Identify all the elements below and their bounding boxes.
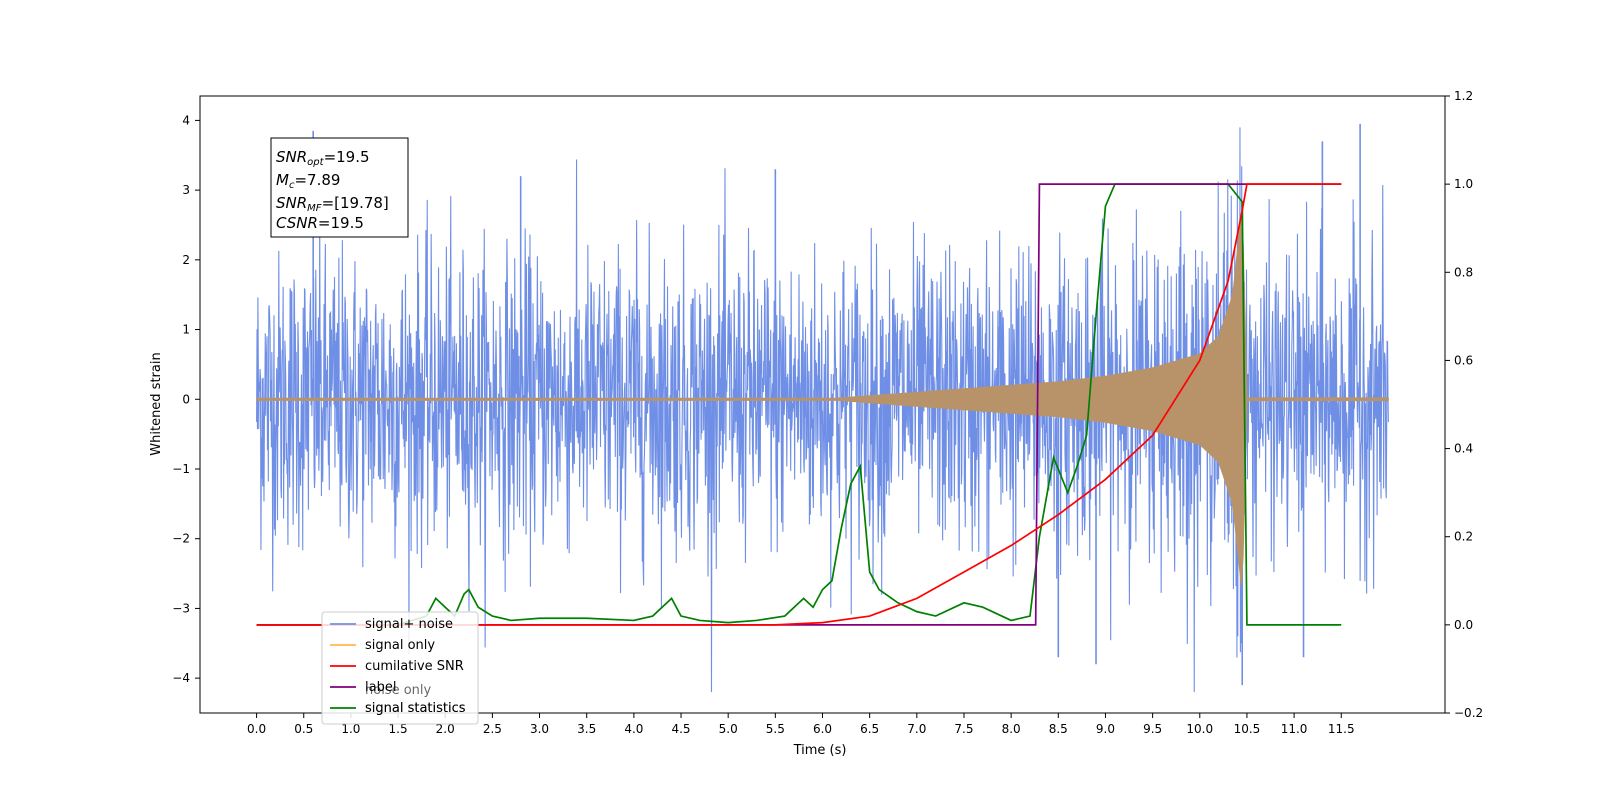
x-tick-label: 0.5 [294,722,313,736]
signal-only-fill [256,213,1389,586]
legend-label: signal only [365,638,435,653]
x-tick-label: 8.0 [1002,722,1021,736]
y-tick-label-right: −0.2 [1454,706,1483,720]
y-tick-label-left: 0 [182,392,190,406]
y-tick-label-left: −2 [172,532,190,546]
x-tick-label: 3.0 [530,722,549,736]
annotation-snr-opt: SNRopt=19.5 [276,148,370,168]
y-tick-label-right: 0.2 [1454,530,1473,544]
y-axis-label: Whitened strain [149,352,164,455]
x-axis-label: Time (s) [793,743,847,758]
y-tick-label-left: 3 [182,183,190,197]
legend-label: signal+ noise [365,617,453,632]
x-tick-label: 0.0 [247,722,266,736]
y-tick-label-right: 0.8 [1454,265,1473,279]
legend-label: signal statistics [365,701,466,716]
x-tick-label: 6.5 [860,722,879,736]
y-tick-label-left: 4 [182,113,190,127]
x-tick-label: 11.5 [1328,722,1355,736]
x-tick-label: 4.0 [624,722,643,736]
x-tick-label: 1.5 [389,722,408,736]
y-tick-label-left: 1 [182,323,190,337]
x-tick-label: 2.0 [436,722,455,736]
x-tick-label: 7.5 [954,722,973,736]
y-tick-label-right: 0.6 [1454,353,1473,367]
legend-ghost-2: signal statistics [365,701,466,716]
legend-ghost-1: noise only [365,683,432,698]
cumilative-SNR-line [256,183,1342,626]
x-tick-label: 1.0 [341,722,360,736]
annotation-csnr: CSNR=19.5 [276,214,364,232]
x-tick-label: 11.0 [1281,722,1308,736]
y-tick-label-right: 0.0 [1454,618,1473,632]
x-tick-label: 10.5 [1234,722,1261,736]
y-tick-label-left: −4 [172,671,190,685]
x-tick-label: 5.0 [719,722,738,736]
y-tick-label-left: −3 [172,601,190,615]
x-tick-label: 7.0 [907,722,926,736]
y-axis-right: 1.2 1.0 0.8 0.6 0.4 0.2 0.0 −0.2 [1445,89,1483,720]
legend: noise only signal statistics signal+ noi… [321,611,479,725]
signal-statistics-line [256,183,1342,626]
y-tick-label-right: 0.4 [1454,442,1473,456]
y-tick-label-right: 1.2 [1454,89,1473,103]
right-axis-series [256,183,1342,626]
x-tick-label: 3.5 [577,722,596,736]
x-tick-label: 9.5 [1143,722,1162,736]
y-tick-label-left: −1 [172,462,190,476]
legend-label: label [365,680,396,695]
x-tick-label: 8.5 [1049,722,1068,736]
x-axis: 0.0 0.5 1.0 1.5 2.0 2.5 3.0 3.5 4.0 4.5 5.0 5.5 6.0 6… [247,713,1355,736]
y-tick-label-left: 2 [182,253,190,267]
x-tick-label: 10.0 [1186,722,1213,736]
legend-label: cumilative SNR [365,659,464,674]
y-axis-left: 4 3 2 1 0 −1 −2 −3 −4 [172,113,200,685]
annotation-chirp-mass: Mc=7.89 [276,171,340,191]
annotation-box: SNRopt=19.5 Mc=7.89 SNRMF=[19.78] CSNR=1… [270,137,409,238]
annotation-snr-mf: SNRMF=[19.78] [276,194,389,214]
x-tick-label: 9.0 [1096,722,1115,736]
x-tick-label: 4.5 [671,722,690,736]
x-tick-label: 2.5 [483,722,502,736]
y-tick-label-right: 1.0 [1454,177,1473,191]
x-tick-label: 6.0 [813,722,832,736]
signal-only-series [256,213,1389,586]
x-tick-label: 5.5 [766,722,785,736]
